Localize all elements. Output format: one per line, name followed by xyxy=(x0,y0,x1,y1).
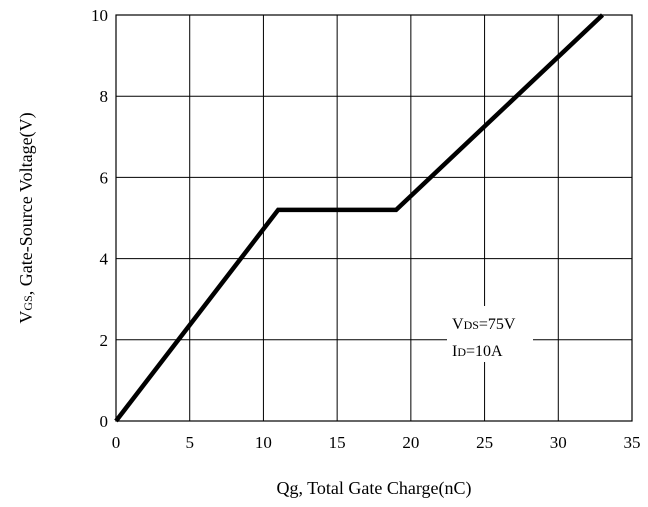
y-tick-label: 6 xyxy=(100,168,109,187)
annotation-id-sub: D xyxy=(457,345,466,359)
x-tick-label: 20 xyxy=(402,433,419,452)
annotation-id-value: =10A xyxy=(466,343,503,360)
annotation-background xyxy=(447,306,533,362)
annotation-vds-sub: DS xyxy=(464,318,479,332)
x-tick-label: 0 xyxy=(112,433,121,452)
x-tick-label: 25 xyxy=(476,433,493,452)
x-tick-label: 35 xyxy=(624,433,641,452)
y-axis-title: VGS, Gate-Source Voltage(V) xyxy=(16,112,37,323)
y-axis-title-rest: , Gate-Source Voltage(V) xyxy=(16,112,37,295)
x-tick-label: 30 xyxy=(550,433,567,452)
annotation-vds-main: V xyxy=(452,316,464,333)
annotation-vds-value: =75V xyxy=(479,316,516,333)
annotation-id-main: I xyxy=(452,343,457,360)
y-axis-title-main: V xyxy=(16,311,36,324)
annotation-id: ID=10A xyxy=(452,343,503,360)
series-layer xyxy=(114,13,605,423)
series-line xyxy=(114,13,605,423)
plot-area-frame xyxy=(115,14,633,422)
y-tick-label: 2 xyxy=(100,331,109,350)
x-axis-title: Qg, Total Gate Charge(nC) xyxy=(276,478,471,499)
y-tick-label: 0 xyxy=(100,412,109,431)
x-tick-label: 10 xyxy=(255,433,272,452)
grid-lines xyxy=(116,15,632,421)
y-tick-label: 10 xyxy=(91,6,108,25)
annotation-vds: VDS=75V xyxy=(452,316,516,333)
y-axis-ticks: 0 2 4 6 8 10 xyxy=(91,6,109,431)
x-tick-label: 5 xyxy=(185,433,194,452)
y-tick-label: 8 xyxy=(100,87,109,106)
condition-annotation: VDS=75V ID=10A xyxy=(447,306,533,362)
y-tick-label: 4 xyxy=(100,250,109,269)
x-axis-ticks: 0 5 10 15 20 25 30 35 xyxy=(112,433,641,452)
y-axis-title-sub: GS xyxy=(21,295,35,310)
x-tick-label: 15 xyxy=(329,433,346,452)
